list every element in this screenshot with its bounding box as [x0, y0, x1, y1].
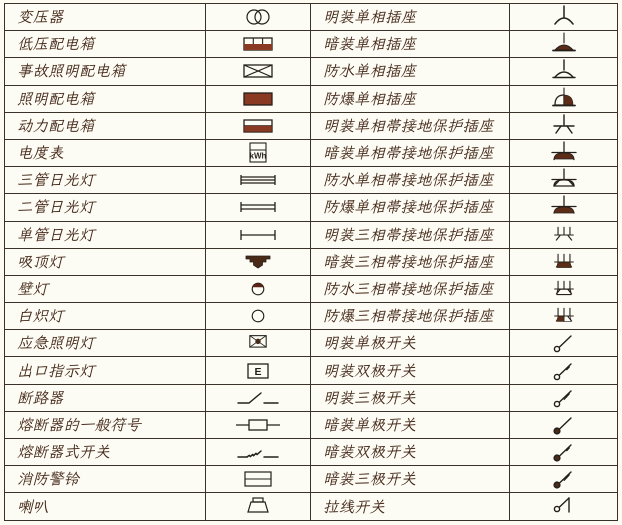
- svg-text:kWh: kWh: [250, 152, 267, 161]
- svg-text:E: E: [254, 365, 261, 377]
